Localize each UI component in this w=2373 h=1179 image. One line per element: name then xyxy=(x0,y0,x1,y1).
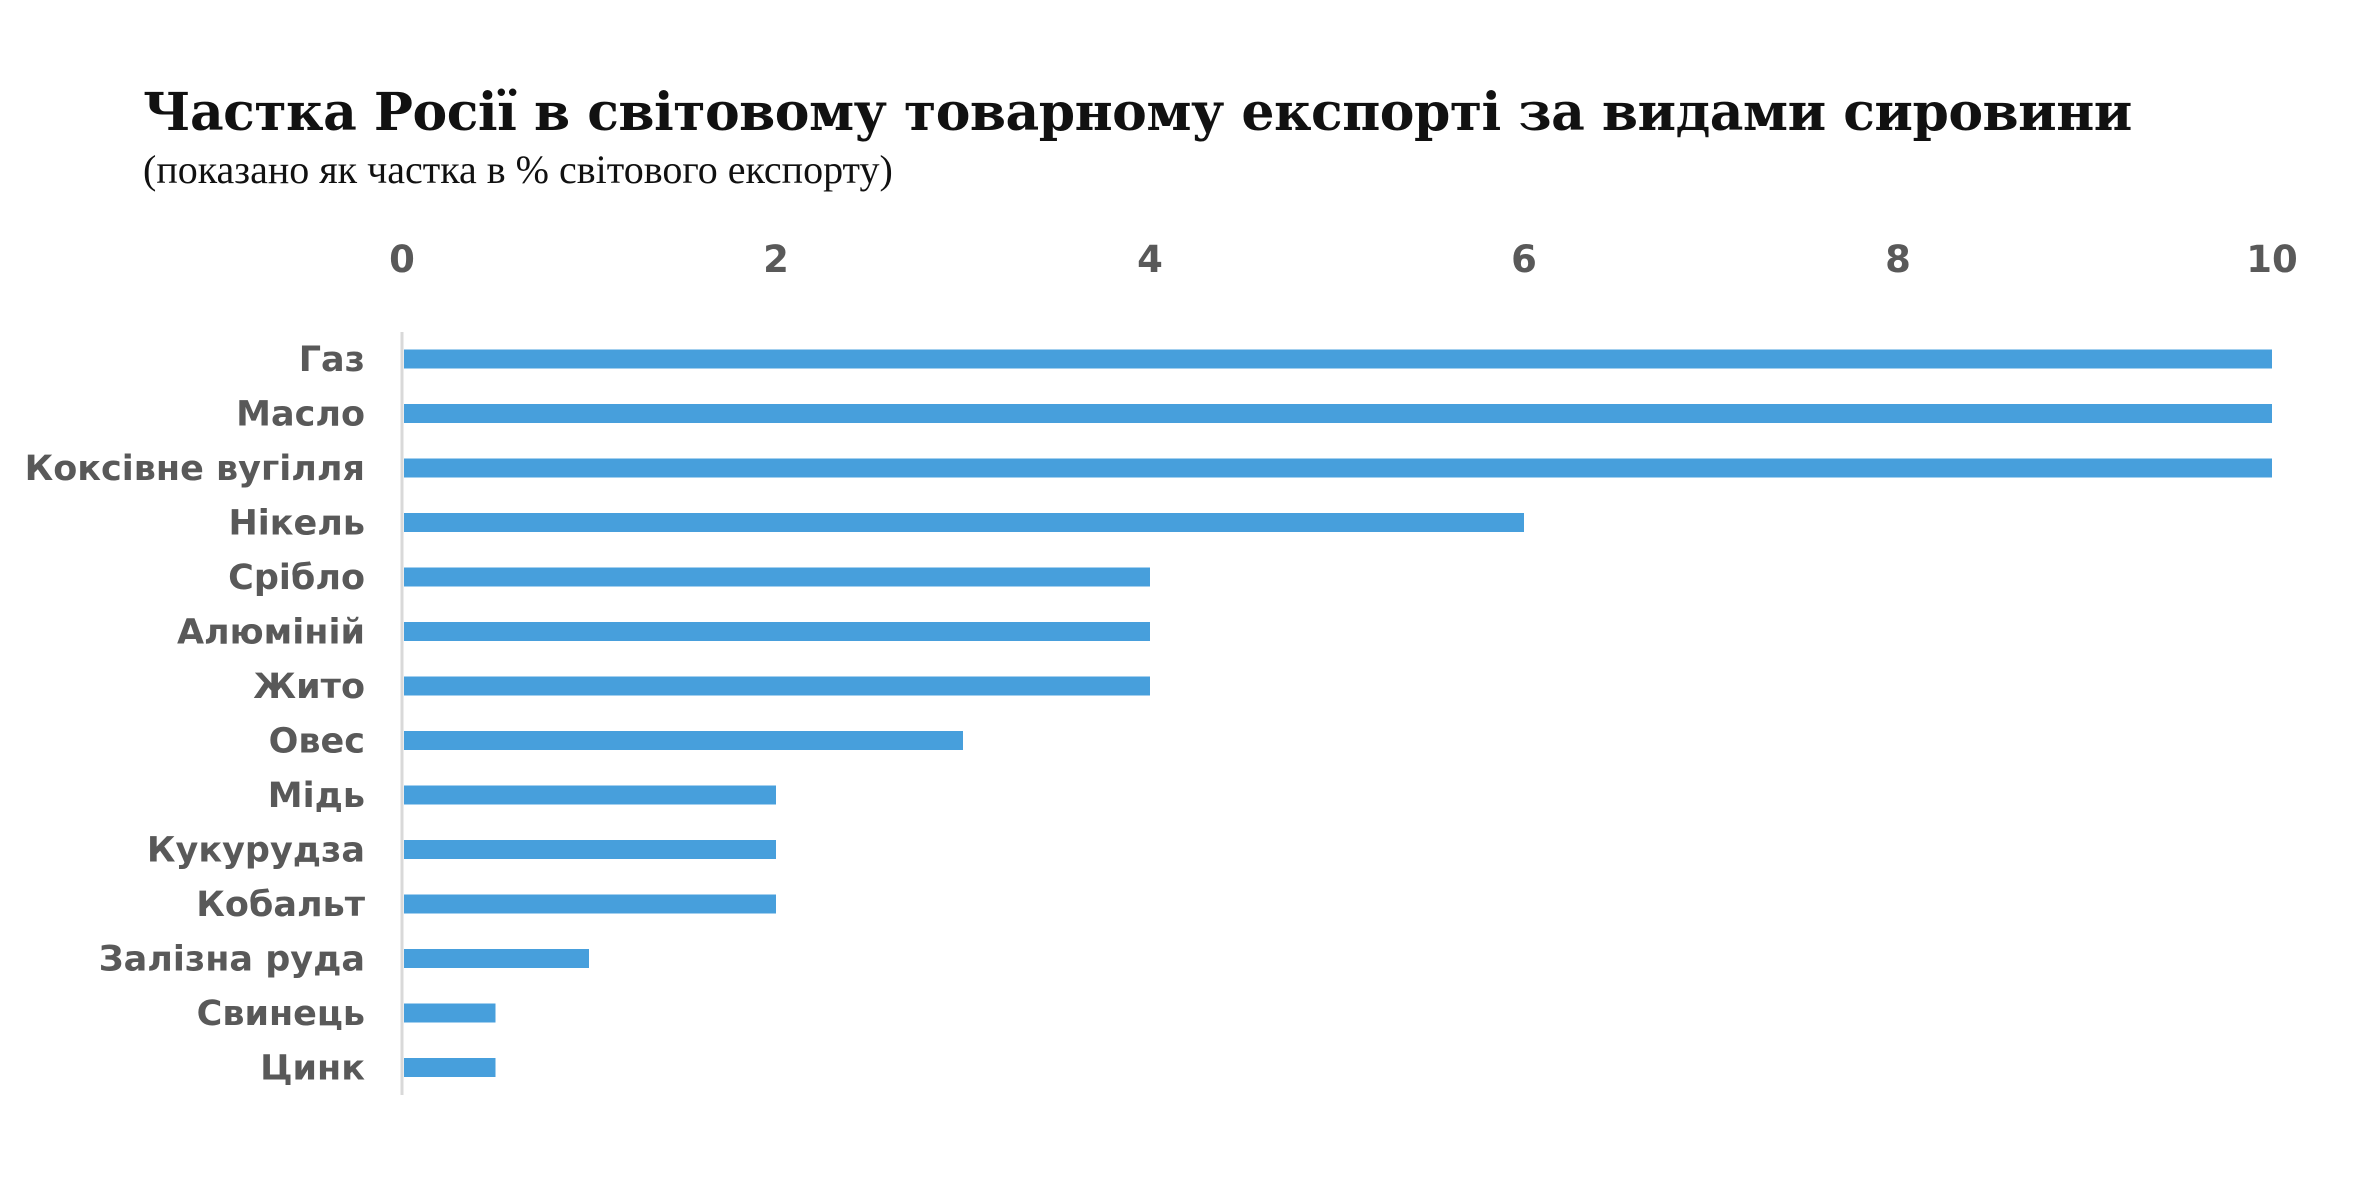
bar xyxy=(404,513,1524,532)
bar xyxy=(404,785,776,805)
category-label: Масло xyxy=(236,395,365,435)
bar xyxy=(404,349,2272,369)
category-label: Кобальт xyxy=(196,885,365,925)
category-label: Цинк xyxy=(260,1049,365,1089)
bar xyxy=(404,949,589,968)
category-label: Мідь xyxy=(268,776,365,816)
category-label: Залізна руда xyxy=(99,940,365,980)
category-label: Нікель xyxy=(228,504,365,544)
bar xyxy=(404,840,776,859)
category-label: Алюміній xyxy=(177,613,365,653)
bar xyxy=(404,1003,496,1023)
bar xyxy=(404,894,776,914)
x-tick-label: 8 xyxy=(1885,238,1911,281)
x-tick-label: 2 xyxy=(763,238,789,281)
bar xyxy=(404,676,1150,696)
x-tick-label: 0 xyxy=(389,238,415,281)
bar xyxy=(404,404,2272,423)
bar xyxy=(404,458,2272,478)
category-label: Коксівне вугілля xyxy=(25,449,365,489)
category-label: Свинець xyxy=(197,994,365,1034)
chart-subtitle: (показано як частка в % світового експор… xyxy=(143,147,893,192)
bar xyxy=(404,731,963,750)
category-label: Жито xyxy=(253,667,365,707)
x-tick-label: 6 xyxy=(1511,238,1537,281)
bar xyxy=(404,567,1150,587)
x-tick-label: 4 xyxy=(1137,238,1163,281)
bar xyxy=(404,622,1150,641)
chart-title: Частка Росії в світовому товарному експо… xyxy=(143,82,2132,143)
category-label: Срібло xyxy=(228,558,365,598)
category-label: Овес xyxy=(269,722,365,762)
bar xyxy=(404,1058,496,1077)
category-label: Газ xyxy=(299,340,365,380)
category-label: Кукурудза xyxy=(147,831,365,871)
x-tick-label: 10 xyxy=(2246,238,2298,281)
